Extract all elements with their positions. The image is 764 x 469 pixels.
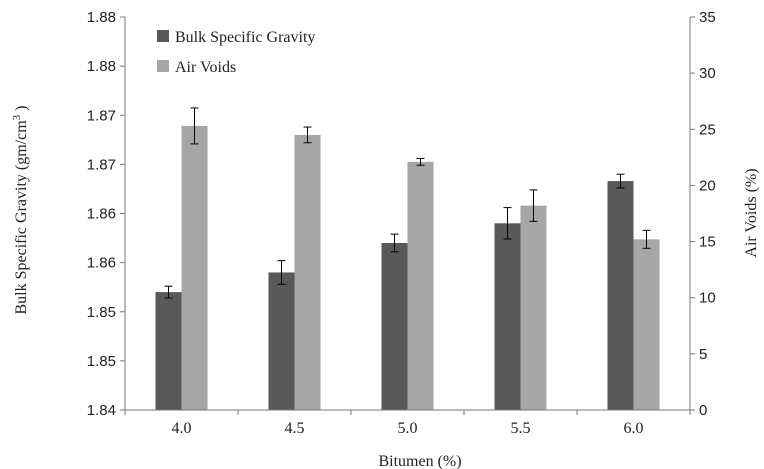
bar-bulk-specific-gravity (607, 181, 634, 410)
y-left-tick-label: 1.88 (87, 9, 116, 26)
bar-bulk-specific-gravity (381, 242, 408, 410)
bar-air-voids (181, 125, 208, 410)
y-axis-left-title-sup: 3 (11, 114, 23, 120)
bar-air-voids (407, 161, 434, 410)
y-right-tick-label: 0 (699, 402, 707, 419)
x-axis-title: Bitumen (%) (378, 453, 461, 469)
y-right-tick-label: 10 (699, 290, 716, 307)
error-bars-layer (164, 107, 651, 299)
y-left-tick-label: 1.85 (87, 304, 116, 321)
x-tick-label: 5.5 (511, 420, 531, 437)
y-axis-left-title: Bulk Specific Gravity (gm/cm3 ) (11, 105, 30, 314)
y-right-tick-label: 20 (699, 177, 716, 194)
y-axis-left-title-end: ) (13, 105, 30, 114)
bar-bulk-specific-gravity (494, 223, 521, 410)
x-tick-label: 6.0 (624, 420, 644, 437)
x-tick-label: 4.5 (285, 420, 305, 437)
legend-swatch-bulk-specific-gravity (157, 30, 169, 42)
y-right-tick-label: 5 (699, 346, 707, 363)
bar-air-voids (294, 134, 321, 410)
legend-swatch-air-voids (157, 60, 169, 72)
y-left-tick-label: 1.84 (87, 402, 116, 419)
y-right-tick-label: 30 (699, 65, 716, 82)
y-axis-right-title: Air Voids (%) (743, 168, 760, 257)
legend: Bulk Specific Gravity Air Voids (157, 29, 315, 76)
y-left-tick-label: 1.86 (87, 206, 116, 223)
bar-bulk-specific-gravity (268, 272, 295, 410)
bar-air-voids (633, 239, 660, 410)
y-right-tick-label: 35 (699, 9, 716, 26)
legend-label-bulk-specific-gravity: Bulk Specific Gravity (175, 29, 315, 46)
y-left-tick-label: 1.87 (87, 156, 116, 173)
y-left-tick-label: 1.86 (87, 255, 116, 272)
y-right-tick-label: 15 (699, 234, 716, 251)
y-left-tick-label: 1.85 (87, 353, 116, 370)
x-tick-label: 4.0 (172, 420, 192, 437)
bar-air-voids (520, 205, 547, 410)
y-left-tick-label: 1.88 (87, 58, 116, 75)
y-left-tick-label: 1.87 (87, 107, 116, 124)
ticks-layer: 4.0 4.5 5.0 5.5 6.0 1.84 1.85 1.85 1.86 1.86 1.87 1… (87, 9, 716, 437)
bar-bulk-specific-gravity (155, 292, 182, 410)
y-right-tick-label: 25 (699, 121, 716, 138)
legend-label-air-voids: Air Voids (175, 59, 236, 76)
bars-layer (155, 125, 660, 410)
y-axis-left-title-main: Bulk Specific Gravity (gm/cm (13, 120, 30, 315)
x-tick-label: 5.0 (398, 420, 418, 437)
